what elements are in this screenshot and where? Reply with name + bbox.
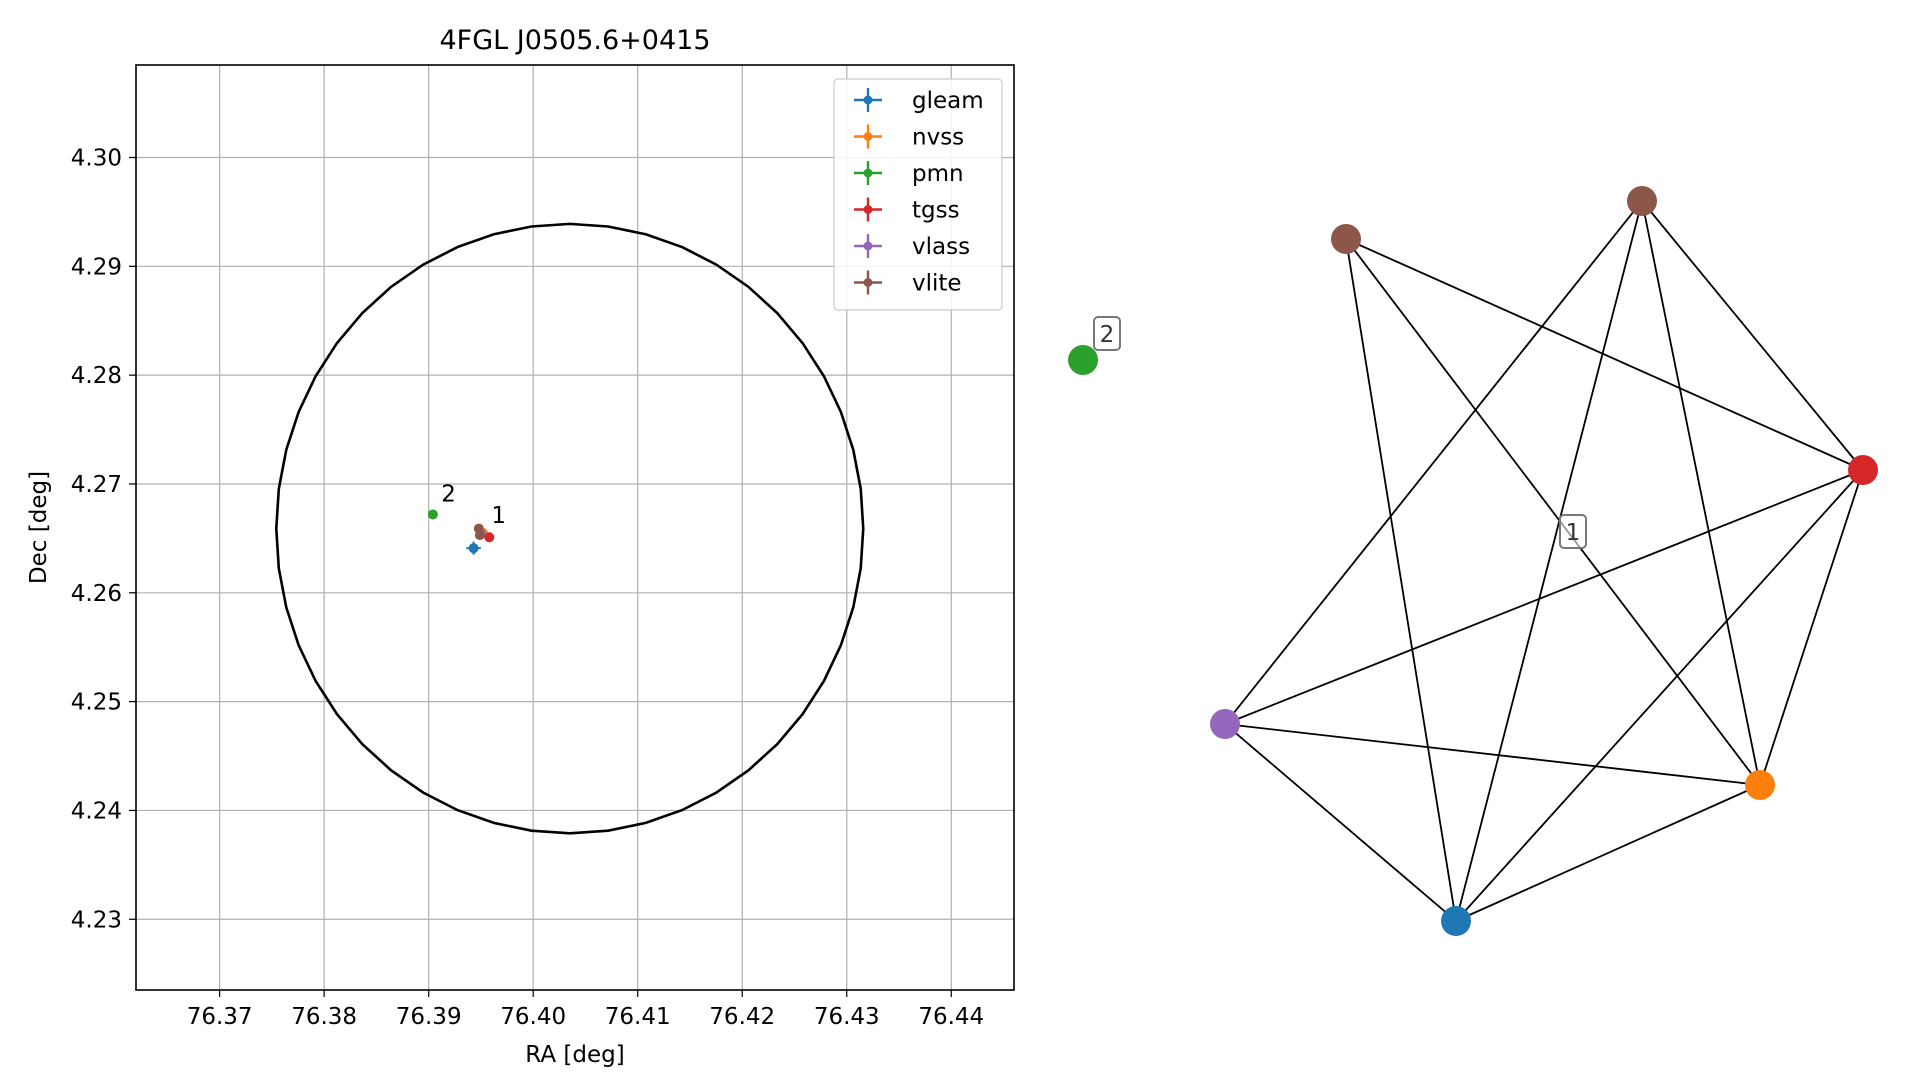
legend-item-tgss: tgss (854, 197, 960, 224)
network-labels: 12 (1093, 316, 1587, 549)
legend-item-vlass: vlass (854, 234, 970, 260)
network-node (1848, 455, 1878, 485)
network-label: 1 (1559, 514, 1587, 549)
legend-item-pmn: pmn (854, 161, 964, 187)
localization-circle-layer (274, 222, 865, 835)
legend-item-vlite: vlite (854, 270, 962, 297)
legend-label: vlite (912, 271, 962, 297)
network-node (1331, 224, 1361, 254)
legend: gleam nvss pmn tgss vlass vlite (833, 78, 1003, 311)
y-tick-label: 4.24 (71, 798, 122, 824)
y-axis-label: Dec [deg] (26, 471, 52, 584)
legend-item-gleam: gleam (854, 88, 984, 114)
data-point-tgss (484, 532, 495, 543)
tick-layer: 76.37 76.38 76.39 76.40 76.41 76.42 76.43 76.44… (71, 146, 984, 1031)
point-label: 1 (491, 503, 506, 529)
network-edge (1641, 200, 1864, 471)
network-edge (1224, 723, 1457, 922)
legend-label: gleam (912, 88, 984, 114)
legend-label: vlass (912, 234, 970, 260)
network-node (1068, 345, 1098, 375)
data-point-pmn (427, 509, 438, 520)
x-tick-label: 76.44 (918, 1004, 984, 1030)
network-edge (1455, 469, 1864, 922)
y-tick-label: 4.26 (71, 581, 122, 607)
y-tick-label: 4.23 (71, 907, 122, 933)
y-tick-label: 4.30 (71, 146, 122, 172)
y-tick-label: 4.29 (71, 254, 122, 280)
network-panel: 12 (1068, 186, 1878, 936)
network-edge (1759, 469, 1864, 786)
legend-label: tgss (912, 198, 960, 224)
network-edge (1224, 200, 1643, 725)
network-label-text: 2 (1100, 322, 1115, 348)
network-edge (1224, 723, 1761, 786)
network-label-text: 1 (1566, 520, 1581, 546)
network-node (1210, 709, 1240, 739)
legend-label: pmn (912, 161, 964, 187)
x-tick-label: 76.43 (814, 1004, 880, 1030)
network-edge (1455, 784, 1761, 922)
axes-frame (135, 64, 1015, 991)
network-edge (1345, 238, 1457, 922)
network-node (1441, 906, 1471, 936)
network-edge (1345, 238, 1761, 786)
x-tick-label: 76.40 (500, 1004, 566, 1030)
x-tick-label: 76.37 (187, 1004, 253, 1030)
x-tick-label: 76.39 (396, 1004, 462, 1030)
network-edge (1455, 200, 1643, 922)
chart-title: 4FGL J0505.6+0415 (439, 25, 710, 56)
network-edges (1224, 200, 1864, 922)
localization-circle (274, 222, 865, 835)
x-tick-label: 76.41 (605, 1004, 671, 1030)
network-edge (1345, 238, 1864, 471)
data-point-vlite (474, 530, 485, 541)
network-nodes (1068, 186, 1878, 936)
x-axis-label: RA [deg] (525, 1042, 624, 1068)
scatter-panel: 12 76.37 76.38 76.39 76.40 76.41 76.42 76.43 76… (26, 25, 1015, 1068)
legend-item-nvss: nvss (854, 124, 964, 151)
point-label: 2 (441, 481, 456, 507)
data-point-gleam (466, 541, 481, 555)
network-edge (1641, 200, 1761, 786)
network-edge (1224, 469, 1864, 725)
y-tick-label: 4.25 (71, 690, 122, 716)
y-tick-label: 4.27 (71, 472, 122, 498)
annotation-layer: 12 (441, 481, 506, 529)
points-layer (427, 509, 495, 555)
network-node (1627, 186, 1657, 216)
network-node (1745, 770, 1775, 800)
network-label: 2 (1093, 316, 1121, 351)
x-tick-label: 76.38 (291, 1004, 357, 1030)
x-tick-label: 76.42 (709, 1004, 775, 1030)
legend-label: nvss (912, 125, 964, 151)
y-tick-label: 4.28 (71, 363, 122, 389)
